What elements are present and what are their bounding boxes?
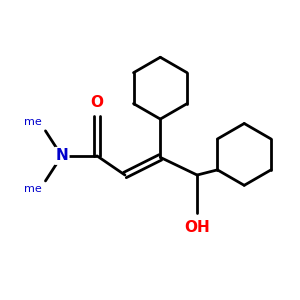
Text: OH: OH [184, 220, 210, 235]
Text: N: N [55, 148, 68, 164]
Text: O: O [91, 95, 103, 110]
Text: me: me [24, 117, 42, 127]
Text: me: me [24, 184, 42, 194]
